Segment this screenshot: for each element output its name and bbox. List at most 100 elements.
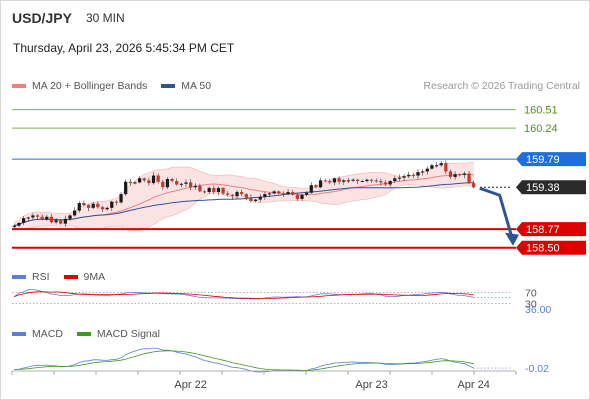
candle-body bbox=[458, 174, 462, 176]
candle-body bbox=[244, 194, 248, 198]
candle-body bbox=[267, 193, 272, 195]
candle-body bbox=[328, 181, 332, 183]
candle-body bbox=[45, 216, 49, 220]
macd-line bbox=[14, 347, 474, 373]
candle-body bbox=[277, 191, 281, 194]
candle-body bbox=[207, 187, 211, 193]
macd-signal-line bbox=[14, 350, 474, 371]
candle-body bbox=[184, 182, 188, 184]
candle-body bbox=[411, 174, 415, 176]
candle-body bbox=[216, 187, 221, 193]
candle-body bbox=[467, 173, 471, 184]
candle-body bbox=[114, 201, 119, 203]
level-label-3: 159.38 bbox=[526, 182, 560, 194]
candle-body bbox=[369, 179, 374, 181]
candle-body bbox=[462, 173, 467, 175]
candle-body bbox=[179, 183, 183, 185]
legend-label-ma20: MA 20 + Bollinger Bands bbox=[32, 80, 148, 92]
projection-arrow-line bbox=[479, 186, 514, 239]
candle-body bbox=[365, 179, 369, 182]
legend-label-macd: MACD bbox=[32, 328, 63, 340]
candle-body bbox=[286, 192, 290, 195]
ma50-line bbox=[14, 182, 474, 227]
candle-body bbox=[17, 222, 21, 226]
macd-legend: MACD MACD Signal bbox=[12, 328, 174, 340]
x-tick-label-2: Apr 24 bbox=[457, 379, 489, 391]
rsi-level-label-1: 30 bbox=[525, 299, 537, 311]
candle-body bbox=[439, 163, 443, 166]
candle-body bbox=[240, 192, 244, 195]
candle-body bbox=[235, 192, 239, 197]
candle-body bbox=[35, 215, 40, 217]
candle-body bbox=[212, 187, 216, 193]
candle-body bbox=[175, 181, 179, 185]
candle-body bbox=[346, 180, 351, 182]
candle-body bbox=[249, 197, 253, 201]
candle-body bbox=[161, 181, 165, 188]
candle-body bbox=[91, 203, 95, 208]
candle-body bbox=[318, 180, 323, 188]
rsi-last-value: 36.00 bbox=[525, 304, 551, 316]
candle-body bbox=[21, 218, 26, 223]
candle-body bbox=[12, 225, 16, 228]
candle-body bbox=[453, 174, 457, 177]
bollinger-band-area bbox=[14, 162, 474, 231]
candle-body bbox=[295, 194, 299, 199]
candle-body bbox=[156, 175, 160, 182]
level-label-0: 160.51 bbox=[524, 105, 558, 117]
candle-body bbox=[230, 194, 235, 197]
candle-body bbox=[189, 182, 193, 188]
candle-body bbox=[374, 180, 378, 182]
candle-body bbox=[402, 176, 406, 178]
rsi-9ma-line bbox=[14, 291, 474, 299]
legend-swatch-rsi bbox=[12, 275, 26, 279]
attribution: Research © 2026 Trading Central bbox=[423, 80, 580, 92]
legend-swatch-rsi-9ma bbox=[63, 275, 78, 279]
candle-body bbox=[379, 181, 383, 183]
legend-label-macd-signal: MACD Signal bbox=[96, 328, 160, 340]
candle-body bbox=[332, 178, 337, 183]
candle-body bbox=[360, 181, 364, 183]
candle-body bbox=[73, 210, 77, 216]
candle-body bbox=[26, 217, 30, 219]
candle-body bbox=[253, 199, 258, 201]
candle-body bbox=[147, 180, 151, 184]
candle-body bbox=[300, 194, 304, 199]
candle-body bbox=[416, 172, 420, 176]
candle-body bbox=[323, 180, 327, 182]
candle-body bbox=[100, 207, 105, 210]
level-tag-4 bbox=[516, 222, 586, 237]
projection-arrow-head bbox=[505, 232, 519, 246]
level-label-2: 159.79 bbox=[526, 154, 560, 166]
macd-last-value: -0.02 bbox=[525, 363, 549, 375]
candle-body bbox=[82, 203, 86, 206]
level-label-1: 160.24 bbox=[524, 123, 558, 135]
legend-item-macd: MACD bbox=[12, 328, 63, 340]
candle-body bbox=[165, 179, 170, 188]
candle-body bbox=[434, 165, 439, 167]
candle-body bbox=[305, 192, 309, 195]
candle-body bbox=[448, 171, 453, 177]
candle-body bbox=[31, 215, 35, 218]
timeframe-label: 30 MIN bbox=[86, 11, 125, 25]
candle-body bbox=[221, 187, 225, 194]
candle-body bbox=[226, 193, 230, 195]
candle-body bbox=[314, 185, 318, 188]
candle-body bbox=[105, 207, 109, 210]
candle-body bbox=[86, 205, 91, 208]
candle-body bbox=[393, 178, 397, 182]
candle-body bbox=[281, 193, 286, 195]
candle-body bbox=[202, 191, 207, 193]
candle-body bbox=[151, 175, 156, 184]
legend-swatch-macd-signal bbox=[76, 332, 91, 336]
candle-body bbox=[128, 181, 132, 184]
level-tag-2 bbox=[516, 152, 586, 167]
candle-body bbox=[193, 185, 197, 188]
candle-body bbox=[119, 194, 123, 203]
legend-item-ma50: MA 50 bbox=[161, 80, 211, 92]
candle-body bbox=[137, 178, 142, 183]
rsi-level-label-0: 70 bbox=[525, 287, 537, 299]
bollinger-upper-line bbox=[14, 162, 474, 222]
candle-body bbox=[63, 218, 67, 224]
